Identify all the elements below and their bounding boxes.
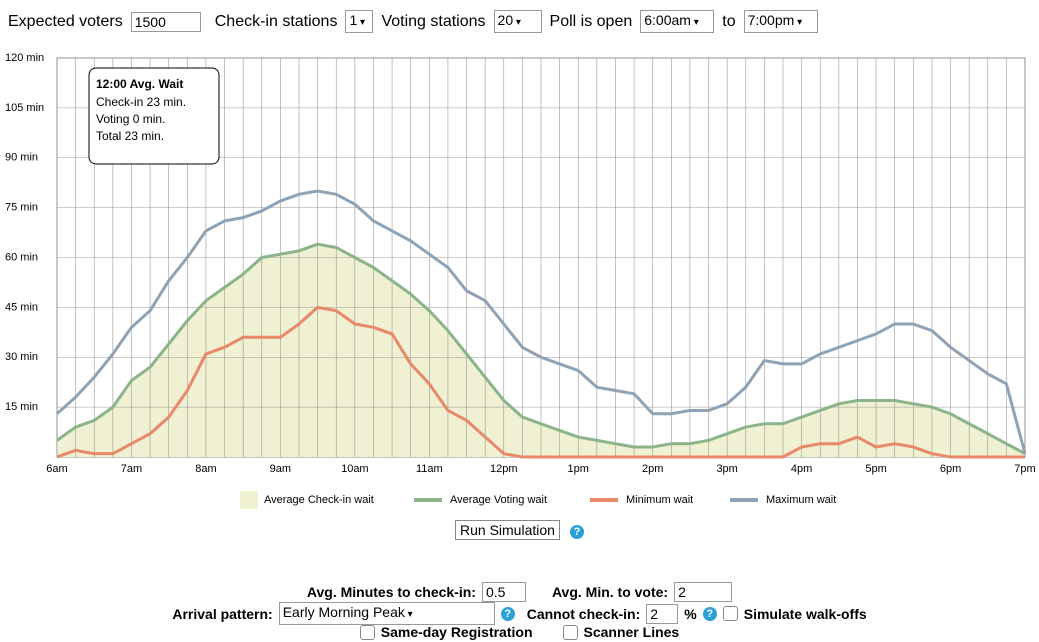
line [56,305,1025,459]
form-row: Avg. Minutes to check-in: 0.5 Avg. Min. … [0,582,1039,602]
x-tick-label: 12pm [490,463,518,475]
label: to [722,12,736,30]
x-tick-label: 10am [341,463,369,475]
x-tick-label: 6am [46,463,67,475]
label: Same-day Registration [380,624,533,640]
x-tick-label: 6pm [940,463,961,475]
form-row: Arrival pattern: Early Morning Peak ? Ca… [0,602,1039,625]
help-icon[interactable]: ? [702,606,717,621]
label: Expected voters [8,12,123,30]
tooltip-line: Check-in 23 min. [96,95,186,109]
checkbox[interactable] [722,606,738,621]
tooltip-line: Total 23 min. [96,129,164,143]
y-tick-label: 90 min [5,152,38,164]
legend-label: Average Check-in wait [264,494,374,506]
select[interactable]: 7:00pm [743,10,818,33]
y-tick-label: 45 min [5,301,38,313]
label: Avg. Minutes to check-in: [306,584,476,600]
x-tick-label: 11am [416,463,443,475]
label: Check-in stations [214,12,338,30]
unit: % [684,605,697,622]
x-tick-label: 2pm [642,463,663,475]
select[interactable]: 6:00am [640,10,715,33]
select[interactable]: 1 [345,10,374,33]
label: Simulate walk-offs [743,605,867,622]
line [56,189,1027,455]
y-tick-label: 75 min [5,202,38,214]
tooltip-line: Voting 0 min. [96,112,165,126]
label: Scanner Lines [583,624,680,640]
label: Arrival pattern: [172,605,273,622]
input[interactable]: 0.5 [481,582,526,602]
label: Poll is open [549,12,633,30]
label: Cannot check-in: [526,605,641,622]
label: Avg. Min. to vote: [551,584,669,600]
chart: 15 min 30 min 45 min 60 min 75 min 90 min 105 … [5,52,1036,509]
select[interactable]: 20 [493,10,542,33]
input[interactable]: 2 [646,603,679,624]
legend-label: Average Voting wait [450,494,547,506]
y-tick-label: 60 min [5,251,38,263]
x-tick-label: 3pm [716,463,737,475]
legend-label: Maximum wait [766,494,836,506]
help-icon[interactable]: ? [570,525,584,539]
y-tick-label: 15 min [5,401,38,413]
checkbox[interactable] [562,624,578,640]
legend-label: Minimum wait [626,494,693,506]
x-tick-label: 7am [121,463,142,475]
x-tick-label: 7pm [1014,463,1035,475]
checkbox[interactable] [359,624,375,640]
form-row: Same-day Registration Scanner Lines [0,624,1039,640]
tooltip-box [88,67,220,165]
top-controls: Expected voters 1500 Check-in stations 1… [8,10,818,33]
x-tick-label: 1pm [568,463,589,475]
help-icon[interactable]: ? [500,606,515,621]
x-tick-label: 5pm [865,463,886,475]
x-tick-label: 9am [270,463,291,475]
select[interactable]: Early Morning Peak [278,602,495,625]
legend-swatch [240,491,258,509]
line [56,242,1026,455]
y-tick-label: 120 min [5,52,44,64]
input[interactable]: 2 [674,582,733,602]
y-tick-label: 30 min [5,351,38,363]
label: Voting stations [381,12,486,30]
x-tick-label: 4pm [791,463,812,475]
tooltip-title: 12:00 Avg. Wait [96,77,183,91]
run-button[interactable]: Run Simulation [455,520,560,540]
input[interactable]: 1500 [130,11,201,32]
y-tick-label: 105 min [5,102,44,114]
x-tick-label: 8am [195,463,216,475]
